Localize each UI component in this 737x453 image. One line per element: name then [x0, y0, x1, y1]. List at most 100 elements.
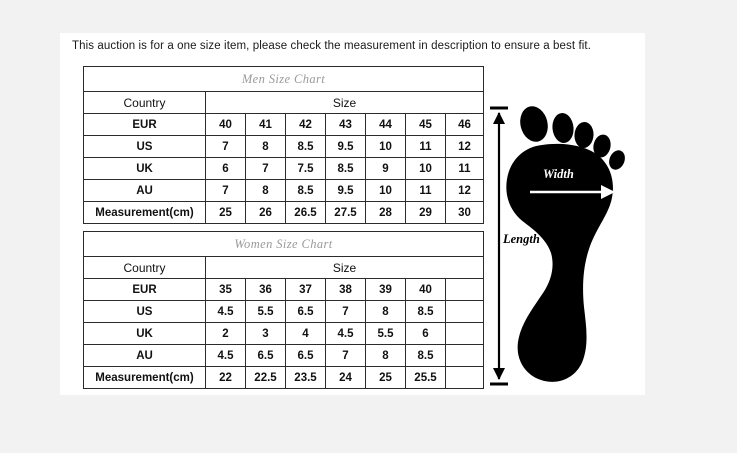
table-cell: 29 [405, 201, 446, 224]
men-size-header: Size [205, 91, 484, 114]
toe-2-icon [552, 113, 574, 143]
table-cell: 2 [205, 322, 246, 345]
table-cell: 45 [405, 113, 446, 136]
table-cell: 26.5 [285, 201, 326, 224]
width-arrow-icon [510, 183, 615, 201]
table-cell: 27.5 [325, 201, 366, 224]
table-cell: 8 [245, 135, 286, 158]
table-row: US 7 8 8.5 9.5 10 11 12 [83, 135, 484, 158]
table-cell-empty [444, 322, 485, 345]
table-row: Measurement(cm) 25 26 26.5 27.5 28 29 30 [83, 201, 484, 224]
toe-5-icon [609, 150, 625, 170]
table-cell: 5.5 [245, 300, 286, 323]
table-cell: 38 [325, 278, 366, 301]
row-label-us: US [83, 300, 206, 323]
table-cell: 5.5 [365, 322, 406, 345]
women-country-header: Country [83, 256, 206, 279]
table-cell: 10 [365, 179, 406, 202]
women-size-header: Size [204, 256, 485, 279]
table-row: Measurement(cm) 22 22.5 23.5 24 25 25.5 [83, 366, 485, 389]
row-label-au: AU [83, 344, 206, 367]
foot-measurement-diagram: Length Width [485, 101, 640, 391]
table-cell: 6.5 [285, 300, 326, 323]
row-label-us: US [83, 135, 206, 158]
table-cell: 8.5 [405, 300, 446, 323]
table-cell: 7 [205, 179, 246, 202]
length-label: Length [502, 232, 540, 246]
table-row: AU 4.5 6.5 6.5 7 8 8.5 [83, 344, 485, 367]
table-cell: 9 [365, 157, 406, 180]
row-label-uk: UK [83, 157, 206, 180]
table-row: AU 7 8 8.5 9.5 10 11 12 [83, 179, 484, 202]
row-label-measurement: Measurement(cm) [83, 201, 206, 224]
toe-1-icon [520, 106, 548, 142]
table-cell: 6 [405, 322, 446, 345]
table-row-header: Country Size [83, 256, 485, 279]
table-cell: 7 [245, 157, 286, 180]
table-cell: 11 [405, 135, 446, 158]
content-panel: This auction is for a one size item, ple… [60, 33, 645, 395]
width-label: Width [543, 167, 574, 181]
men-country-header: Country [83, 91, 206, 114]
men-chart-title: Men Size Chart [83, 66, 484, 92]
table-cell: 37 [285, 278, 326, 301]
table-cell: 8 [365, 300, 406, 323]
table-cell: 22 [205, 366, 246, 389]
table-cell: 4 [285, 322, 326, 345]
row-label-eur: EUR [83, 113, 206, 136]
table-cell: 25 [365, 366, 406, 389]
row-label-eur: EUR [83, 278, 206, 301]
toe-3-icon [574, 122, 594, 148]
table-cell: 9.5 [325, 179, 366, 202]
table-cell: 8 [365, 344, 406, 367]
table-cell: 40 [205, 113, 246, 136]
table-cell: 9.5 [325, 135, 366, 158]
table-cell: 24 [325, 366, 366, 389]
table-cell: 8 [245, 179, 286, 202]
table-cell: 12 [445, 179, 484, 202]
table-cell: 4.5 [205, 300, 246, 323]
table-cell: 41 [245, 113, 286, 136]
women-chart-title: Women Size Chart [82, 231, 485, 257]
row-label-au: AU [83, 179, 206, 202]
table-cell: 7 [205, 135, 246, 158]
table-cell: 36 [245, 278, 286, 301]
table-cell: 4.5 [205, 344, 246, 367]
table-cell: 12 [445, 135, 484, 158]
table-cell-empty [444, 278, 485, 301]
table-cell: 6 [205, 157, 246, 180]
table-cell: 8.5 [285, 179, 326, 202]
table-cell: 30 [445, 201, 484, 224]
table-cell: 46 [445, 113, 484, 136]
table-cell: 23.5 [285, 366, 326, 389]
table-row-title: Men Size Chart [83, 66, 484, 92]
table-row: US 4.5 5.5 6.5 7 8 8.5 [83, 300, 485, 323]
table-row: UK 6 7 7.5 8.5 9 10 11 [83, 157, 484, 180]
table-cell-empty [444, 300, 485, 323]
women-size-chart-table: Women Size Chart Country Size EUR 35 36 … [82, 231, 485, 389]
table-cell: 25 [205, 201, 246, 224]
table-cell: 6.5 [285, 344, 326, 367]
table-cell: 10 [405, 157, 446, 180]
row-label-uk: UK [83, 322, 206, 345]
table-cell: 3 [245, 322, 286, 345]
table-cell: 8.5 [405, 344, 446, 367]
table-cell: 11 [445, 157, 484, 180]
footprint-icon [506, 106, 625, 382]
table-row: UK 2 3 4 4.5 5.5 6 [83, 322, 485, 345]
table-cell-empty [444, 366, 485, 389]
table-cell: 40 [405, 278, 446, 301]
table-cell: 43 [325, 113, 366, 136]
row-label-measurement: Measurement(cm) [83, 366, 206, 389]
table-cell: 10 [365, 135, 406, 158]
table-cell: 26 [245, 201, 286, 224]
auction-notice: This auction is for a one size item, ple… [72, 40, 592, 52]
table-cell: 11 [405, 179, 446, 202]
table-cell: 42 [285, 113, 326, 136]
table-cell: 22.5 [245, 366, 286, 389]
table-cell: 25.5 [405, 366, 446, 389]
table-cell: 39 [365, 278, 406, 301]
toe-4-icon [593, 134, 611, 158]
table-cell: 4.5 [325, 322, 366, 345]
table-cell: 8.5 [325, 157, 366, 180]
